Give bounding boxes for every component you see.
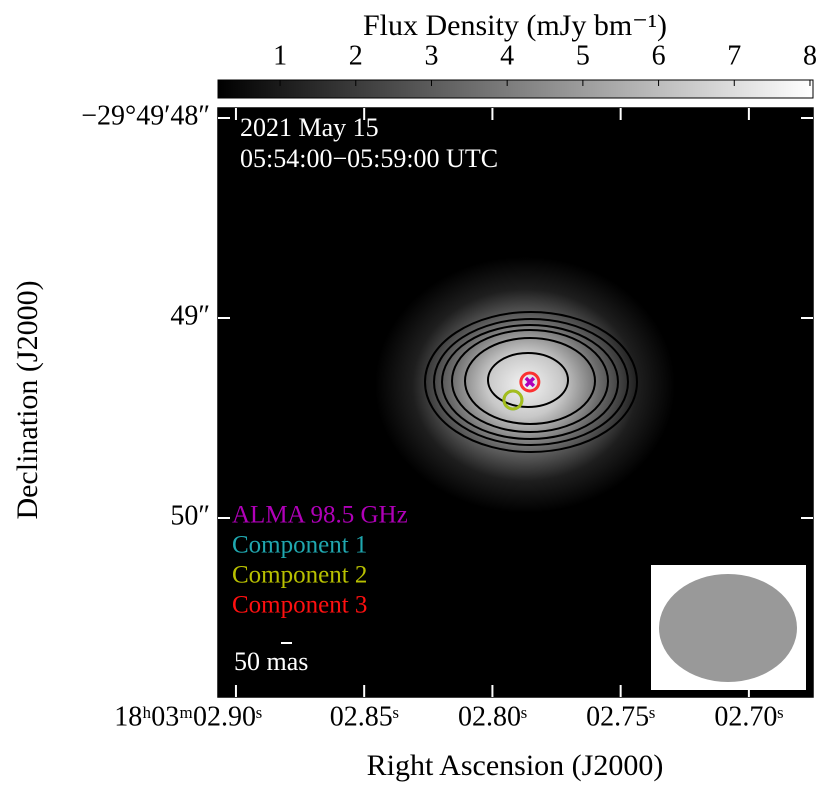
- y-tick-label: 50″: [170, 500, 210, 531]
- legend-entry: Component 1: [232, 532, 367, 559]
- marker-circle: [502, 389, 524, 411]
- annotation: 2021 May 15: [240, 113, 379, 142]
- colorbar: [217, 79, 814, 99]
- x-tick-label: 18ʰ03ᵐ02.90ˢ: [114, 701, 262, 732]
- contours: [424, 311, 638, 453]
- legend-entry: ALMA 98.5 GHz: [232, 502, 408, 529]
- x-tick-label: 02.75ˢ: [586, 701, 655, 732]
- beam: [659, 574, 797, 682]
- legend-entry: Component 3: [232, 592, 367, 619]
- colorbar-tick-label: 3: [424, 40, 438, 71]
- colorbar-tick-label: 1: [273, 40, 287, 71]
- colorbar-tick-label: 2: [349, 40, 363, 71]
- legend-entry: Component 2: [232, 562, 367, 589]
- x-tick-label: 02.70ˢ: [714, 701, 783, 732]
- colorbar-label: Flux Density (mJy bm⁻¹): [363, 9, 667, 42]
- colorbar-tick-label: 5: [576, 40, 590, 71]
- colorbar-tick-label: 8: [803, 40, 817, 71]
- frame: [217, 107, 814, 698]
- y-axis-label: Declination (J2000): [11, 280, 44, 519]
- x-tick-label: 02.80ˢ: [458, 701, 527, 732]
- colorbar-tick-label: 7: [727, 40, 741, 71]
- x-axis-label: Right Ascension (J2000): [367, 749, 664, 782]
- x-tick-label: 02.85ˢ: [330, 701, 399, 732]
- scale-bar-label: 50 mas: [234, 647, 308, 676]
- marker-circle: [519, 371, 541, 393]
- y-tick-label: 49″: [170, 300, 210, 331]
- marker-x: [524, 376, 536, 388]
- colorbar-tick-label: 4: [500, 40, 514, 71]
- colorbar-tick-label: 6: [652, 40, 666, 71]
- y-tick-label: −29°49′48″: [81, 100, 210, 131]
- annotation: 05:54:00−05:59:00 UTC: [240, 144, 498, 173]
